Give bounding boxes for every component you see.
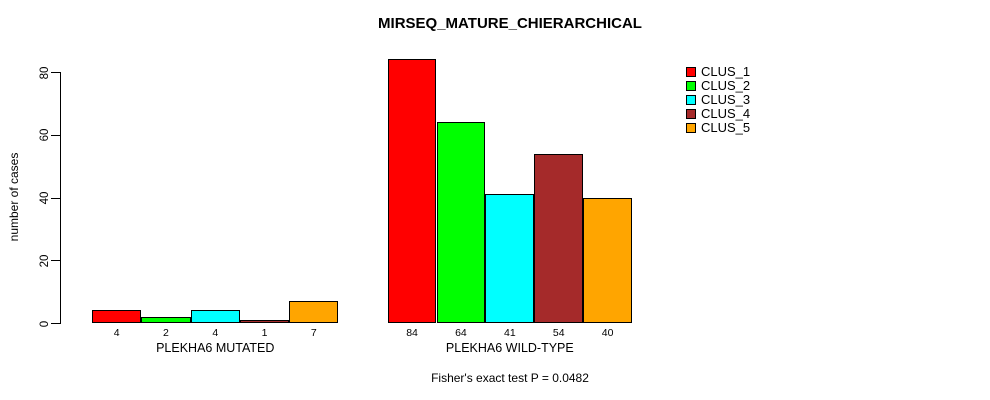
bar [190,310,240,323]
legend-swatch [686,66,696,77]
legend-label: CLUS_5 [701,120,751,135]
bar-value-label: 4 [113,327,120,339]
bar [92,310,142,323]
y-tick-mark [51,72,60,73]
bar [239,319,290,323]
bar-value-label: 64 [455,327,467,339]
chart-title: MIRSEQ_MATURE_CHIERARCHICAL [378,15,642,32]
legend-label: CLUS_2 [701,78,751,93]
bar [289,301,339,323]
legend-swatch [686,94,696,105]
y-tick-label: 60 [39,128,51,142]
y-tick-label: 20 [39,254,51,268]
bar-value-label: 7 [310,327,317,339]
y-tick-mark [51,197,60,199]
bar [485,194,535,323]
legend-label: CLUS_3 [701,92,751,107]
x-group-label: PLEKHA6 MUTATED [156,341,275,355]
y-tick-label: 80 [39,66,51,79]
footnote-text: Fisher's exact test P = 0.0482 [431,371,589,385]
y-tick-mark [51,260,60,262]
bar-value-label: 4 [212,327,219,339]
y-tick-mark [51,323,60,324]
y-tick-label: 0 [39,320,51,327]
bar-value-label: 40 [601,327,614,339]
bar-value-label: 2 [163,327,169,339]
legend-swatch [686,80,696,91]
bar [141,316,191,323]
legend-label: CLUS_1 [701,64,751,79]
bar-value-label: 1 [261,327,268,339]
bar-value-label: 41 [503,327,516,339]
bar-value-label: 54 [552,327,565,339]
legend-swatch [686,122,696,133]
y-axis-line [60,72,61,324]
x-group-label: PLEKHA6 WILD-TYPE [445,341,574,355]
y-axis-label: number of cases [7,152,21,242]
bar-value-label: 84 [406,327,418,339]
legend-label: CLUS_4 [701,106,751,121]
bar [583,197,633,323]
y-tick-mark [51,134,60,136]
bar [387,59,437,323]
bar [436,122,486,323]
y-tick-label: 40 [39,191,51,205]
bar [534,153,584,323]
legend-swatch [686,108,696,119]
